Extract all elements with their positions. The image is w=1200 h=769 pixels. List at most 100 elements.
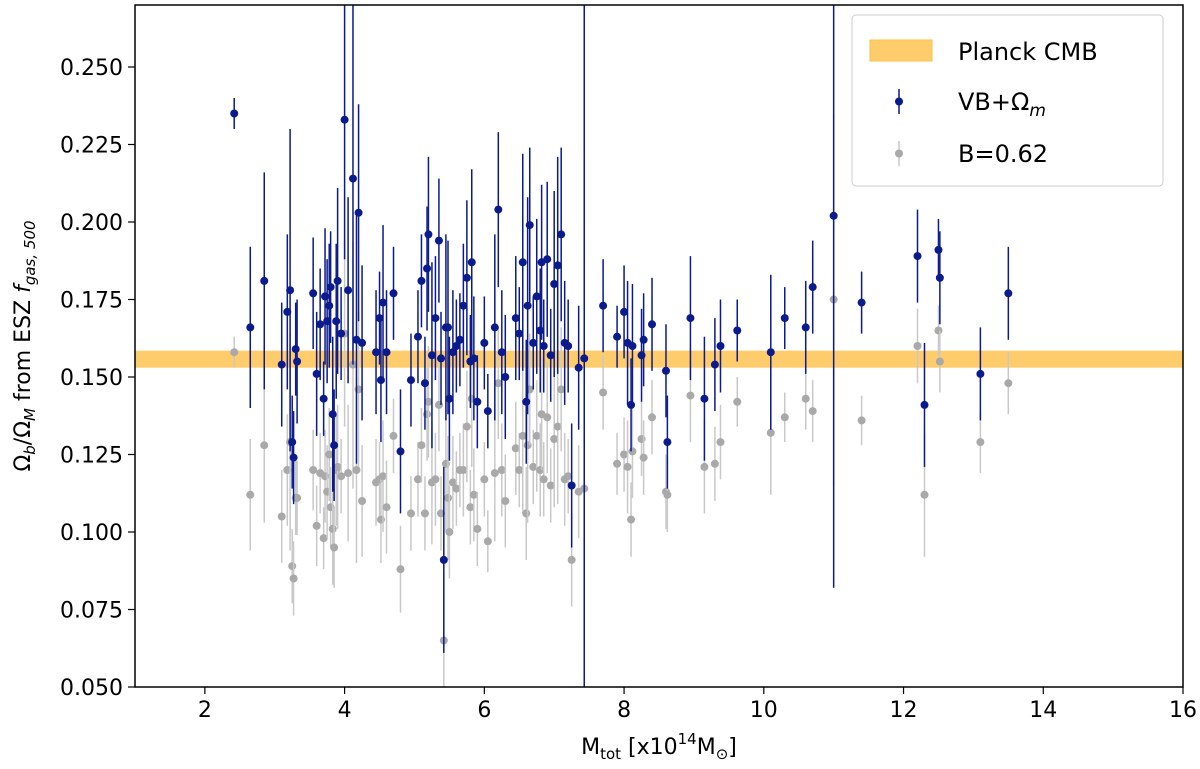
point-b062 — [466, 503, 475, 512]
point-b062 — [344, 469, 353, 478]
point-b062 — [648, 413, 657, 422]
point-b062 — [352, 466, 361, 474]
point-vb — [413, 332, 422, 341]
legend-planck-swatch — [869, 39, 933, 62]
point-vb — [462, 273, 471, 282]
point-vb — [467, 258, 476, 267]
point-vb — [333, 276, 342, 285]
point-b062 — [518, 431, 527, 440]
point-b062 — [406, 509, 415, 518]
point-b062 — [716, 438, 725, 447]
y-tick-label: 0.125 — [60, 444, 123, 469]
point-vb — [808, 283, 817, 292]
point-vb — [312, 369, 321, 378]
point-b062 — [532, 431, 541, 440]
point-vb — [480, 338, 489, 347]
point-vb — [372, 348, 381, 357]
point-b062 — [431, 475, 440, 484]
point-vb — [459, 301, 468, 310]
point-vb — [518, 258, 527, 267]
point-vb — [439, 555, 448, 564]
point-b062 — [976, 438, 985, 447]
point-vb — [543, 255, 552, 264]
point-vb — [330, 441, 339, 450]
point-vb — [539, 342, 548, 350]
x-tick-label: 12 — [890, 698, 918, 723]
point-vb — [288, 438, 297, 447]
point-vb — [613, 332, 622, 341]
point-vb — [574, 363, 583, 372]
point-vb — [829, 211, 838, 220]
point-b062 — [550, 435, 559, 443]
point-vb — [455, 335, 464, 344]
point-b062 — [613, 459, 622, 468]
point-vb — [648, 320, 657, 329]
point-b062 — [288, 562, 297, 571]
point-b062 — [483, 537, 492, 546]
point-vb — [469, 354, 478, 363]
point-vb — [801, 323, 810, 332]
point-vb — [291, 345, 300, 354]
point-vb — [522, 397, 531, 406]
point-vb — [325, 301, 334, 310]
point-vb — [525, 221, 534, 230]
point-b062 — [710, 459, 719, 468]
point-b062 — [462, 422, 471, 431]
point-b062 — [473, 524, 482, 533]
point-vb — [857, 298, 866, 307]
x-tick-label: 6 — [477, 698, 491, 723]
point-b062 — [529, 462, 538, 471]
point-vb — [326, 283, 335, 292]
point-vb — [358, 338, 367, 347]
point-vb — [661, 366, 670, 375]
point-vb — [448, 348, 457, 357]
point-b062 — [424, 397, 433, 406]
point-vb — [494, 205, 503, 214]
point-vb — [246, 323, 255, 332]
point-vb — [567, 481, 576, 490]
point-b062 — [389, 431, 398, 440]
point-vb — [483, 407, 492, 416]
point-vb — [286, 286, 295, 295]
point-vb — [437, 354, 446, 363]
point-b062 — [283, 466, 292, 474]
point-vb — [427, 351, 436, 360]
point-vb — [420, 379, 429, 388]
point-b062 — [628, 447, 637, 456]
point-vb — [920, 400, 929, 409]
point-b062 — [289, 574, 298, 583]
series-vb-omega-layer — [230, 5, 1013, 687]
point-b062 — [445, 528, 454, 536]
y-tick-label: 0.150 — [60, 366, 123, 391]
point-b062 — [452, 484, 461, 493]
point-b062 — [935, 357, 944, 366]
point-vb — [424, 230, 433, 239]
point-b062 — [358, 497, 367, 505]
point-b062 — [437, 509, 446, 518]
point-b062 — [627, 515, 636, 524]
point-b062 — [920, 490, 929, 499]
point-b062 — [620, 450, 629, 459]
point-b062 — [497, 466, 506, 474]
x-axis-ticks: 2 4 6 8 10 12 14 16 — [198, 687, 1197, 723]
point-vb — [780, 314, 789, 323]
point-b062 — [543, 413, 552, 422]
point-b062 — [511, 444, 520, 453]
point-vb — [340, 115, 349, 124]
point-b062 — [325, 450, 334, 459]
point-vb — [511, 314, 520, 323]
point-vb — [490, 323, 499, 332]
y-tick-label: 0.250 — [60, 56, 123, 81]
point-b062 — [448, 478, 457, 487]
y-tick-label: 0.100 — [60, 521, 123, 546]
legend-vb-marker — [895, 97, 903, 106]
point-b062 — [382, 503, 391, 512]
x-tick-label: 2 — [198, 698, 212, 723]
point-vb — [557, 230, 566, 239]
legend-vb-label: VB+Ωm — [958, 88, 1046, 121]
point-b062 — [469, 490, 478, 499]
y-tick-label: 0.200 — [60, 211, 123, 236]
point-vb — [452, 342, 461, 350]
legend: Planck CMB VB+Ωm B=0.62 — [851, 14, 1164, 187]
